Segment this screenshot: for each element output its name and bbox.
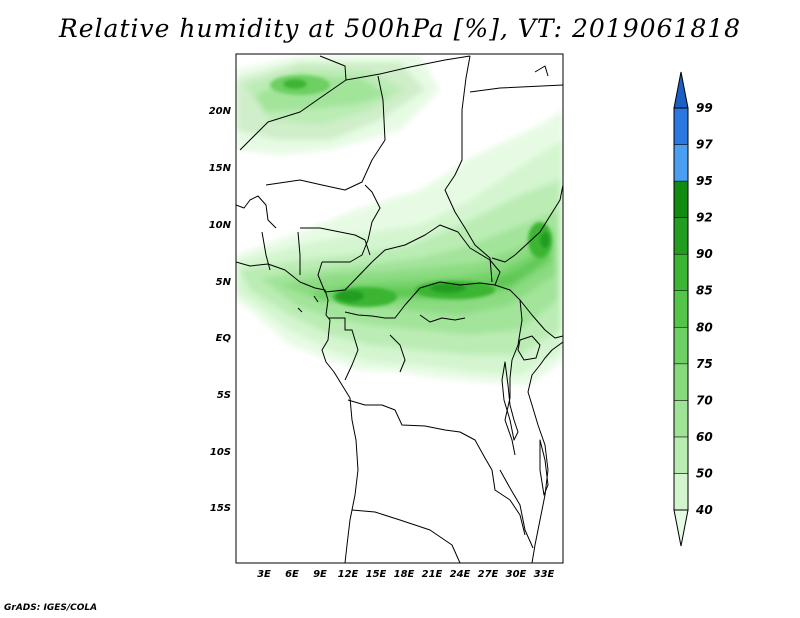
river-congo-1 <box>419 314 466 323</box>
border-nigeria <box>300 227 371 256</box>
arabia-gulf <box>534 65 549 77</box>
lon-label-30e: 30E <box>506 569 527 580</box>
humidity-field <box>236 56 563 385</box>
colorbar-label-60: 60 <box>696 430 713 444</box>
lon-labels: 3E 6E 9E 12E 15E 18E 21E 24E 27E 30E 33E <box>257 569 554 580</box>
coastline-senegal <box>236 195 277 229</box>
coastlines-and-borders <box>236 55 563 563</box>
rh-core-92c <box>540 232 550 248</box>
colorbar-label-99: 99 <box>696 101 713 115</box>
coastline-east-africa <box>527 341 563 563</box>
colorbar-segment-40-50 <box>673 473 689 511</box>
colorbar-segment-below-40 <box>673 509 689 547</box>
lon-label-3e: 3E <box>257 569 271 580</box>
border-sahara-1 <box>239 55 347 151</box>
lat-label-15n: 15N <box>209 163 232 174</box>
lat-labels: 20N 15N 10N 5N EQ 5S 10S 15S <box>209 106 232 514</box>
colorbar-segment-97-99 <box>673 107 689 145</box>
colorbar-segment-95-97 <box>673 144 689 182</box>
border-ethiopia <box>514 184 563 256</box>
colorbar-label-70: 70 <box>696 393 713 407</box>
border-uganda-kenya <box>519 299 563 339</box>
lat-label-eq: EQ <box>216 333 232 344</box>
lon-label-15e: 15E <box>366 569 387 580</box>
colorbar-label-50: 50 <box>696 466 713 480</box>
colorbar-segment-60-70 <box>673 400 689 438</box>
colorbar-segment-75-80 <box>673 327 689 365</box>
border-gabon <box>328 317 359 381</box>
border-lake-chad <box>322 184 381 263</box>
coastline-west-africa <box>236 261 359 563</box>
border-congo <box>344 281 523 398</box>
lake-victoria <box>517 335 541 361</box>
grads-credit: GrADS: IGES/COLA <box>4 603 98 613</box>
border-zambia-malawi <box>499 469 534 549</box>
border-mali-niger <box>265 75 386 191</box>
colorbar-label-92: 92 <box>696 211 713 225</box>
border-car <box>371 224 501 286</box>
colorbar-outline <box>673 107 689 511</box>
lon-label-18e: 18E <box>394 569 415 580</box>
lat-label-5n: 5N <box>216 277 232 288</box>
lon-label-12e: 12E <box>338 569 359 580</box>
lat-label-15s: 15S <box>210 503 231 514</box>
border-drc-angola <box>347 399 526 536</box>
colorbar-label-97: 97 <box>696 138 713 152</box>
border-sahara-2 <box>345 55 471 81</box>
lon-label-6e: 6E <box>285 569 299 580</box>
lon-label-9e: 9E <box>313 569 327 580</box>
colorbar-label-75: 75 <box>696 357 713 371</box>
colorbar: 40 50 60 70 75 80 85 90 92 95 97 99 <box>673 71 713 547</box>
colorbar-label-95: 95 <box>696 174 713 188</box>
rh-core-north-90 <box>283 79 307 89</box>
river-congo-2 <box>389 334 406 373</box>
colorbar-segment-92-95 <box>673 180 689 218</box>
rh-core-92a <box>336 290 364 302</box>
border-chad-sudan <box>444 110 493 283</box>
border-great-lakes <box>504 397 516 456</box>
lat-label-20n: 20N <box>209 106 232 117</box>
lat-label-10s: 10S <box>210 447 231 458</box>
border-cameroon <box>317 261 373 293</box>
border-angola-zambia <box>351 509 461 563</box>
colorbar-segment-80-85 <box>673 290 689 328</box>
colorbar-label-80: 80 <box>696 320 713 334</box>
colorbar-label-90: 90 <box>696 247 713 261</box>
lake-tanganyika <box>501 361 519 441</box>
gulf-islands <box>297 295 319 313</box>
border-south-sudan <box>491 254 516 263</box>
map-title: Relative humidity at 500hPa [%], VT: 201… <box>58 14 742 43</box>
lat-label-10n: 10N <box>209 220 232 231</box>
map-frame <box>235 53 564 564</box>
lake-malawi <box>539 439 549 496</box>
rh-core-92b <box>430 283 466 293</box>
colorbar-segment-85-90 <box>673 253 689 291</box>
lon-label-27e: 27E <box>478 569 499 580</box>
colorbar-segment-above-99 <box>673 71 689 109</box>
colorbar-segment-50-60 <box>673 436 689 474</box>
colorbar-segment-70-75 <box>673 363 689 401</box>
border-ghana <box>261 231 271 271</box>
lat-label-5s: 5S <box>217 390 231 401</box>
colorbar-label-85: 85 <box>696 284 713 298</box>
lon-label-21e: 21E <box>422 569 443 580</box>
colorbar-label-40: 40 <box>695 503 713 517</box>
arabia-coast <box>469 84 563 93</box>
lon-label-33e: 33E <box>534 569 555 580</box>
border-benin <box>297 231 301 275</box>
colorbar-segment-90-92 <box>673 217 689 255</box>
lon-label-24e: 24E <box>450 569 471 580</box>
coastline-red-sea <box>461 55 471 111</box>
